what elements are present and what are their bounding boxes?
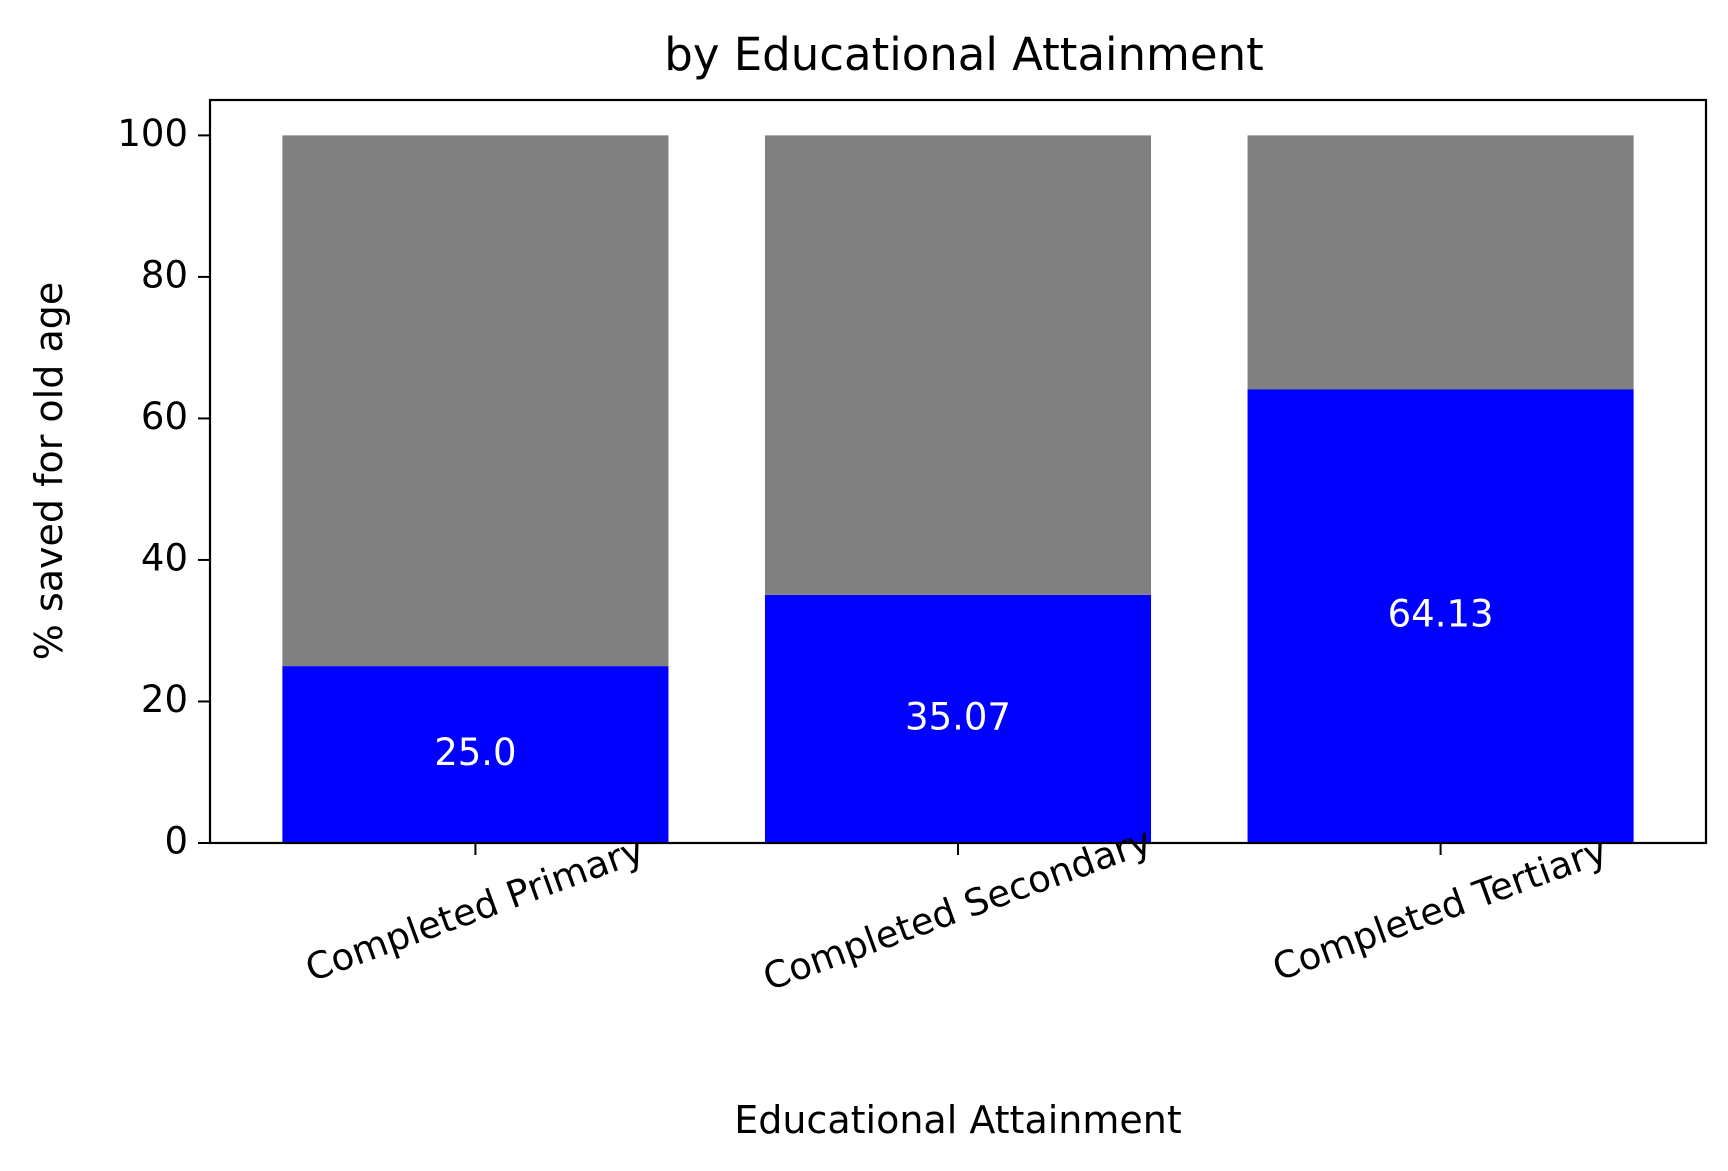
bar-value-label-1: 35.07 xyxy=(905,695,1011,738)
bar-value-label-0: 25.0 xyxy=(434,731,516,774)
y-axis: 0 20 40 60 80 100 xyxy=(117,112,210,863)
bar-value-label-2: 64.13 xyxy=(1388,593,1494,636)
bar-remainder-0 xyxy=(282,135,669,667)
x-axis-label: Educational Attainment xyxy=(734,1098,1182,1142)
bar-saved-0 xyxy=(282,666,669,843)
y-axis-label: % saved for old age xyxy=(27,282,71,660)
y-tick-label-1: 20 xyxy=(141,678,188,721)
y-tick-label-3: 60 xyxy=(141,395,188,438)
bar-remainder-1 xyxy=(764,135,1152,595)
bars-group xyxy=(282,135,1634,843)
y-tick-label-5: 100 xyxy=(117,112,188,155)
bar-labels-group: 25.0 35.07 64.13 xyxy=(434,593,1493,774)
chart-title: by Educational Attainment xyxy=(664,28,1263,81)
bar-remainder-2 xyxy=(1247,135,1634,390)
y-tick-label-0: 0 xyxy=(164,820,188,863)
bar-saved-1 xyxy=(764,594,1152,843)
y-tick-label-2: 40 xyxy=(141,536,188,579)
bar-saved-2 xyxy=(1247,389,1634,843)
y-tick-label-4: 80 xyxy=(141,253,188,296)
